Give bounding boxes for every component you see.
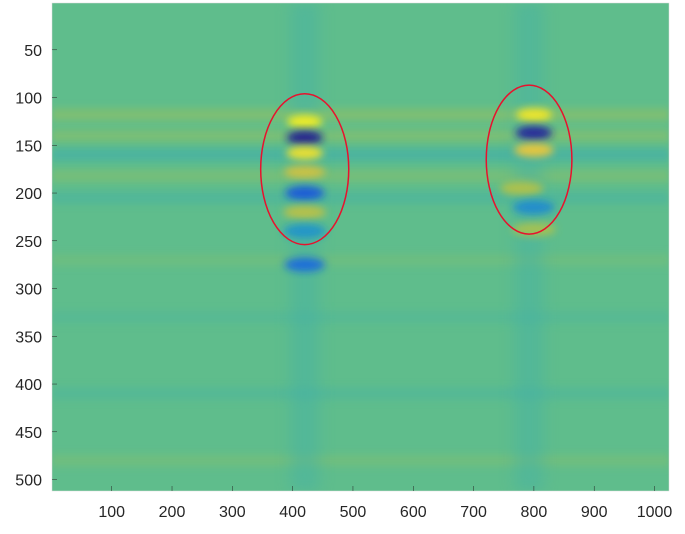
x-tick-label: 500 [340,504,367,521]
horizontal-band [52,131,669,140]
y-tick-label: 200 [15,186,42,203]
reflection-blob [515,125,553,140]
y-tick-label: 150 [15,138,42,155]
reflection-blob [283,224,327,239]
highlight-ellipse [259,92,350,246]
horizontal-bands [52,110,669,465]
vertical-column [290,3,319,491]
reflection-blob [283,165,326,180]
x-tick-label: 200 [159,504,186,521]
reflection-blob [286,145,324,160]
x-tick-label: 1000 [637,504,673,521]
y-tick-label: 300 [15,282,42,299]
x-tick-label: 600 [400,504,427,521]
y-tick-label: 450 [15,425,42,442]
horizontal-band [52,389,669,398]
reflection-blob [514,143,554,158]
y-tick-label: 50 [24,43,42,60]
horizontal-band [52,313,669,322]
horizontal-band [52,255,669,264]
axes-frame [51,2,670,492]
reflection-blob [286,130,323,145]
vertical-column [515,3,544,491]
y-tick-label: 500 [15,473,42,490]
horizontal-band [52,110,669,119]
x-tick-label: 800 [521,504,548,521]
horizontal-band [52,171,669,180]
x-tick-label: 400 [279,504,306,521]
x-tick-label: 100 [98,504,125,521]
horizontal-band [52,456,669,465]
x-tick-label: 300 [219,504,246,521]
x-tick-label: 900 [581,504,608,521]
annotations [259,84,573,246]
horizontal-band [52,150,669,159]
plot-background [52,3,669,491]
reflection-blob [284,257,326,272]
reflection-blob [286,114,323,129]
x-tick-label: 700 [460,504,487,521]
reflection-blob [515,107,553,122]
reflection-blob [284,186,325,201]
vertical-columns [290,3,544,491]
reflection-blob [283,205,327,220]
y-tick-label: 100 [15,91,42,108]
highlight-ellipse [485,84,573,235]
reflection-blob [512,200,556,215]
y-axis: 50 100 150 200 250 300 350 400 450 500 [15,43,57,490]
plot-area [52,3,669,491]
y-tick-label: 350 [15,329,42,346]
reflection-features [283,107,557,272]
y-tick-label: 250 [15,234,42,251]
reflection-blob [499,181,544,196]
x-axis: 100 200 300 400 500 600 700 800 900 1000 [98,486,672,521]
y-tick-label: 400 [15,377,42,394]
horizontal-band [52,193,669,202]
